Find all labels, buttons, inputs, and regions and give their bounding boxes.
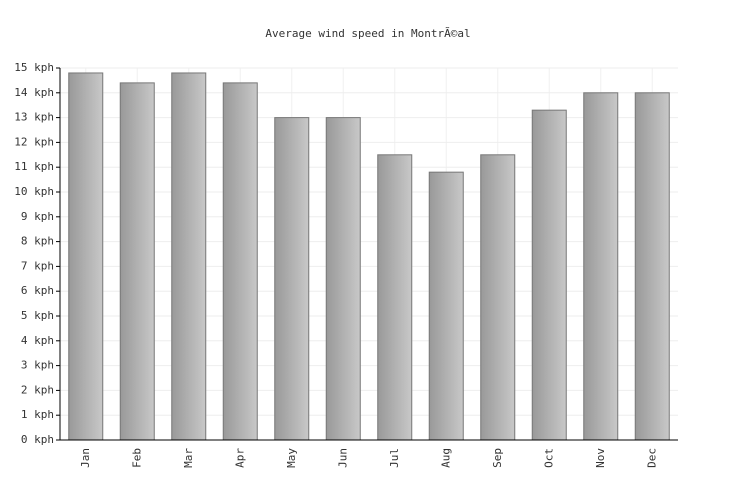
y-tick-label: 6 kph	[21, 284, 54, 297]
x-tick-label: Jun	[336, 448, 349, 468]
y-tick-label: 11 kph	[14, 160, 54, 173]
x-tick-label: Aug	[439, 448, 452, 468]
x-tick-label: Feb	[130, 448, 143, 468]
bar	[531, 109, 567, 441]
bar	[274, 117, 310, 441]
y-tick-label: 3 kph	[21, 359, 54, 372]
x-tick-label: Jan	[79, 448, 92, 468]
y-tick-label: 8 kph	[21, 235, 54, 248]
y-tick-label: 13 kph	[14, 111, 54, 124]
x-tick-label: Oct	[542, 448, 555, 468]
x-tick-label: Nov	[594, 448, 607, 468]
bar	[583, 92, 619, 441]
x-tick-label: Sep	[491, 448, 504, 468]
y-tick-label: 10 kph	[14, 185, 54, 198]
bar	[377, 154, 413, 441]
x-tick-label: Apr	[233, 448, 246, 468]
y-tick-label: 4 kph	[21, 334, 54, 347]
chart-title: Average wind speed in MontrÃ©al	[265, 27, 470, 40]
y-tick-label: 14 kph	[14, 86, 54, 99]
bar	[222, 82, 258, 441]
y-tick-label: 12 kph	[14, 135, 54, 148]
y-tick-label: 2 kph	[21, 383, 54, 396]
y-tick-label: 15 kph	[14, 61, 54, 74]
bar	[428, 171, 464, 441]
y-tick-label: 9 kph	[21, 210, 54, 223]
bar	[325, 117, 361, 441]
x-tick-label: Jul	[388, 448, 401, 468]
bar	[119, 82, 155, 441]
y-tick-label: 5 kph	[21, 309, 54, 322]
bar	[634, 92, 670, 441]
x-tick-label: May	[285, 448, 298, 468]
x-tick-label: Mar	[182, 448, 195, 468]
y-tick-label: 1 kph	[21, 408, 54, 421]
bar	[480, 154, 516, 441]
bar	[68, 72, 104, 441]
y-tick-label: 0 kph	[21, 433, 54, 446]
bar	[171, 72, 207, 441]
y-tick-label: 7 kph	[21, 259, 54, 272]
x-tick-label: Dec	[645, 448, 658, 468]
